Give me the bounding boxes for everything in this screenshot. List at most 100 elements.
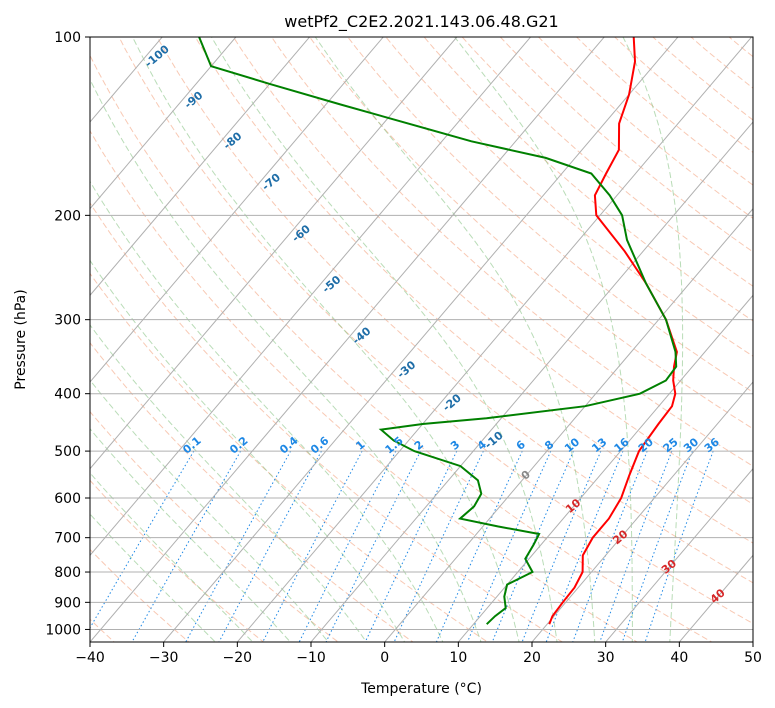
isotherm-line [163, 37, 679, 642]
isotherm-line [90, 37, 532, 557]
isotherm-line [90, 37, 237, 210]
moist-adiabat-label-text: -40 [350, 324, 374, 347]
moist-adiabat-label: -40 [350, 324, 374, 347]
moist-adiabat [90, 513, 217, 642]
dry-adiabat [652, 37, 753, 121]
isotherm-line [605, 467, 753, 642]
dry-adiabat [90, 129, 639, 642]
dry-adiabat [461, 37, 753, 287]
background-lines [90, 24, 775, 653]
isotherm-line [678, 554, 753, 642]
mixing-ratio-label: 25 [661, 435, 681, 455]
moist-adiabat [90, 427, 291, 642]
dry-adiabat [118, 37, 753, 625]
series-layer [198, 37, 678, 625]
y-tick-label: 200 [54, 208, 81, 224]
mixing-ratio-label: 8 [542, 438, 556, 453]
dry-adiabat [156, 37, 753, 584]
mixing-ratio-line [393, 450, 484, 642]
y-tick-label: 600 [54, 491, 81, 507]
y-axis: 100 200 300 400 500 600 700 800 900 1000 [45, 30, 90, 638]
plot-frame [89, 36, 754, 643]
x-tick-label: 50 [744, 650, 762, 666]
dewpoint-line [198, 37, 678, 625]
moist-adiabat [90, 472, 254, 642]
mixing-ratio-label-text: 0.6 [308, 434, 332, 457]
mixing-ratio-label: 0.6 [308, 434, 332, 457]
moist-adiabat [622, 37, 684, 642]
y-tick-label: 1000 [45, 622, 81, 638]
mixing-ratio-line [466, 450, 552, 642]
moist-adiabat-label-text: -100 [142, 42, 172, 70]
moist-adiabat [90, 180, 444, 642]
mixing-ratio-label-text: 10 [562, 435, 582, 455]
isotherm-line [90, 37, 605, 642]
isotherm-line [236, 37, 753, 642]
mixing-ratio-line [325, 450, 422, 642]
x-tick-label: −40 [75, 650, 105, 666]
isotherm-line [752, 641, 753, 642]
dry-adiabat [232, 37, 753, 505]
y-tick-label: 800 [54, 565, 81, 581]
mixing-ratio-line [435, 450, 523, 642]
x-axis: −40 −30 −20 −10 0 10 20 30 40 50 [75, 642, 762, 666]
x-tick-label: −30 [149, 650, 179, 666]
mixing-ratio-label: 13 [589, 435, 609, 455]
moist-adiabat-label-text: -80 [221, 129, 245, 152]
mixing-ratio-label: 1.5 [383, 434, 406, 456]
y-tick-label: 400 [54, 387, 81, 403]
mixing-ratio-label-text: 13 [589, 435, 609, 455]
isotherm-line [90, 37, 311, 297]
y-axis-label: Pressure (hPa) [13, 289, 29, 389]
moist-adiabat [90, 78, 482, 642]
dry-adiabat [90, 202, 564, 642]
dry-adiabat [423, 37, 753, 322]
mixing-ratio-label: 30 [681, 435, 701, 455]
moist-adiabat-label: -30 [395, 358, 419, 381]
mixing-ratio-label-text: 8 [542, 438, 556, 453]
mixing-ratio-line [644, 450, 714, 642]
mixing-ratio-line [298, 450, 397, 642]
dry-adiabat [613, 37, 753, 154]
dry-adiabat [90, 410, 340, 642]
isotherm-line [90, 37, 458, 470]
x-tick-label: 10 [449, 650, 467, 666]
dry-adiabat [90, 54, 713, 642]
x-tick-label: −10 [296, 650, 326, 666]
moist-adiabat-label: -90 [182, 89, 206, 112]
dry-adiabat [537, 37, 753, 219]
mixing-ratio-label-text: 6 [514, 438, 528, 453]
moist-adiabat [453, 37, 633, 642]
moist-adiabat-label: -100 [142, 42, 172, 70]
moist-adiabat [314, 37, 596, 642]
isotherm-line [90, 37, 384, 383]
x-tick-label: 30 [597, 650, 615, 666]
dry-adiabat [751, 24, 775, 653]
moist-adiabat-label-text: -20 [440, 391, 464, 414]
dry-adiabat [90, 479, 265, 642]
mixing-ratio-line [262, 450, 363, 642]
y-tick-label: 700 [54, 531, 81, 547]
mixing-ratio-label-text: 30 [681, 435, 701, 455]
mixing-ratio-label-text: 1.5 [383, 434, 406, 456]
x-axis-label: Temperature (°C) [360, 681, 482, 697]
y-tick-label: 100 [54, 30, 81, 46]
isotherm-line [384, 207, 753, 642]
mixing-ratio-label: 10 [562, 435, 582, 455]
mixing-ratio-label-text: 16 [612, 435, 632, 455]
x-tick-label: −20 [223, 650, 253, 666]
dry-adiabat [499, 37, 753, 253]
y-tick-label: 900 [54, 595, 81, 611]
x-tick-label: 0 [380, 650, 389, 666]
line-labels: 0.1 0.2 0.4 0.6 1 1.5 2 3 4 6 8 10 13 16 20 25 30 36-100-… [142, 42, 728, 606]
moist-adiabat [90, 379, 329, 642]
isotherm-line [457, 294, 753, 642]
moist-adiabat [131, 37, 520, 642]
mixing-ratio-label-text: 25 [661, 435, 681, 455]
dry-adiabat [90, 548, 190, 642]
moist-adiabat-label: -20 [440, 391, 464, 414]
mixing-ratio-label: 0.4 [277, 434, 301, 457]
mixing-ratio-label: 16 [612, 435, 632, 455]
mixing-ratio-line [491, 450, 574, 642]
